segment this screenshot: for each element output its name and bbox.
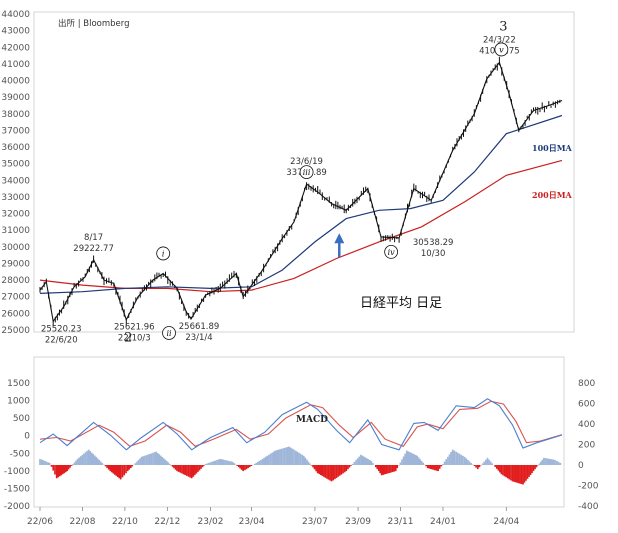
macd-right-tick-label: 200 — [578, 441, 595, 451]
x-tick-label: 24/04 — [493, 517, 519, 527]
macd-histogram-group — [39, 446, 562, 485]
x-tick-label: 22/12 — [154, 517, 180, 527]
wave-label: ii — [166, 329, 172, 338]
top-y-tick-label: 44000 — [1, 10, 30, 20]
ma200-line — [39, 159, 563, 293]
x-tick-label: 23/07 — [302, 517, 328, 527]
annotation-date: 10/30 — [421, 249, 446, 259]
macd-right-tick-label: -200 — [578, 482, 599, 492]
wave-circle — [156, 246, 171, 261]
wave-label: 3 — [499, 19, 507, 34]
x-tick-label: 22/08 — [69, 517, 95, 527]
macd-left-tick-label: -1500 — [4, 484, 30, 494]
annotation-date: 23/1/4 — [185, 333, 212, 343]
wave-label: i — [162, 249, 165, 258]
top-y-tick-label: 35000 — [1, 160, 30, 170]
price-line-group — [39, 56, 563, 327]
top-y-tick-label: 42000 — [1, 43, 30, 53]
source-label: 出所 | Bloomberg — [58, 18, 130, 29]
x-tick-label: 23/04 — [239, 517, 265, 527]
top-y-tick-label: 27000 — [1, 293, 30, 303]
macd-lines-group — [39, 398, 563, 451]
annotation-date: 8/17 — [84, 233, 103, 243]
ma200-line-group — [39, 159, 563, 293]
top-y-tick-label: 28000 — [1, 276, 30, 286]
wave-circle — [494, 42, 509, 57]
top-y-tick-label: 43000 — [1, 27, 30, 37]
bottom-panel-frame — [33, 356, 565, 508]
top-y-tick-label: 39000 — [1, 93, 30, 103]
annotation-date: 22/10/3 — [118, 334, 151, 344]
x-tick-label: 23/09 — [345, 517, 371, 527]
wave-label: iv — [388, 248, 396, 257]
macd-right-tick-label: -400 — [578, 502, 599, 512]
top-y-tick-label: 31000 — [1, 226, 30, 236]
macd-left-tick-label: -1000 — [4, 467, 30, 477]
x-tick-label: 23/11 — [388, 517, 414, 527]
wave-label: v — [499, 45, 504, 54]
macd-right-tick-label: 800 — [578, 379, 595, 389]
annotation-value: 25661.89 — [179, 322, 220, 332]
macd-left-tick-label: 500 — [13, 414, 30, 424]
ma100-line — [39, 114, 563, 294]
annotation-value: 25621.96 — [114, 323, 155, 333]
top-y-tick-label: 36000 — [1, 143, 30, 153]
ma100-line-group — [39, 114, 563, 294]
top-y-tick-label: 41000 — [1, 60, 30, 70]
top-y-tick-label: 32000 — [1, 210, 30, 220]
signal-line — [39, 400, 563, 447]
ma100-label: 100日MA — [532, 143, 573, 153]
macd-right-tick-label: 400 — [578, 420, 595, 430]
top-y-tick-label: 29000 — [1, 259, 30, 269]
x-tick-label: 23/02 — [198, 517, 224, 527]
x-tick-label: 22/10 — [112, 517, 138, 527]
annotation-date: 23/6/19 — [290, 157, 323, 167]
macd-left-tick-label: -2000 — [4, 502, 30, 512]
macd-axes-group: 150010005000-500-1000-1500-2000800600400… — [4, 379, 599, 527]
macd-left-tick-label: 1000 — [7, 397, 30, 407]
x-tick-label: 22/06 — [27, 517, 53, 527]
top-y-tick-label: 40000 — [1, 77, 30, 87]
top-y-tick-label: 37000 — [1, 126, 30, 136]
wave-circle — [299, 165, 314, 179]
up-arrow-head — [334, 233, 345, 244]
top-panel-frame — [33, 11, 575, 333]
macd-left-tick-label: 0 — [24, 432, 30, 442]
chart-title: 日経平均 日足 — [360, 296, 442, 311]
annotation-value: 29222.77 — [73, 244, 114, 254]
macd-right-tick-label: 600 — [578, 400, 595, 410]
wave-label: iii — [303, 168, 311, 177]
top-y-tick-label: 34000 — [1, 176, 30, 186]
wave-label: 2 — [124, 331, 132, 346]
macd-line — [39, 398, 563, 451]
top-y-tick-label: 26000 — [1, 309, 30, 319]
top-y-tick-label: 30000 — [1, 243, 30, 253]
wave-circle — [384, 244, 399, 259]
macd-right-tick-label: 0 — [578, 461, 584, 471]
x-tick-label: 24/01 — [430, 517, 456, 527]
macd-left-tick-label: -500 — [10, 449, 31, 459]
annotation-value: 25520.23 — [41, 324, 82, 334]
annotation-value: 30538.29 — [413, 238, 454, 248]
macd-left-tick-label: 1500 — [7, 379, 30, 389]
price-line — [39, 61, 563, 323]
top-y-tick-label: 25000 — [1, 326, 30, 336]
top-y-tick-label: 38000 — [1, 110, 30, 120]
top-y-axis: 25000 26000 27000 28000 29000 30000 31000 32000… — [1, 10, 30, 336]
annotation-date: 24/3/22 — [483, 35, 516, 45]
ma200-label: 200日MA — [532, 190, 573, 200]
top-y-tick-label: 33000 — [1, 193, 30, 203]
annotation-date: 22/6/20 — [45, 335, 78, 345]
wave-circle — [162, 326, 176, 340]
macd-label: MACD — [296, 415, 328, 425]
